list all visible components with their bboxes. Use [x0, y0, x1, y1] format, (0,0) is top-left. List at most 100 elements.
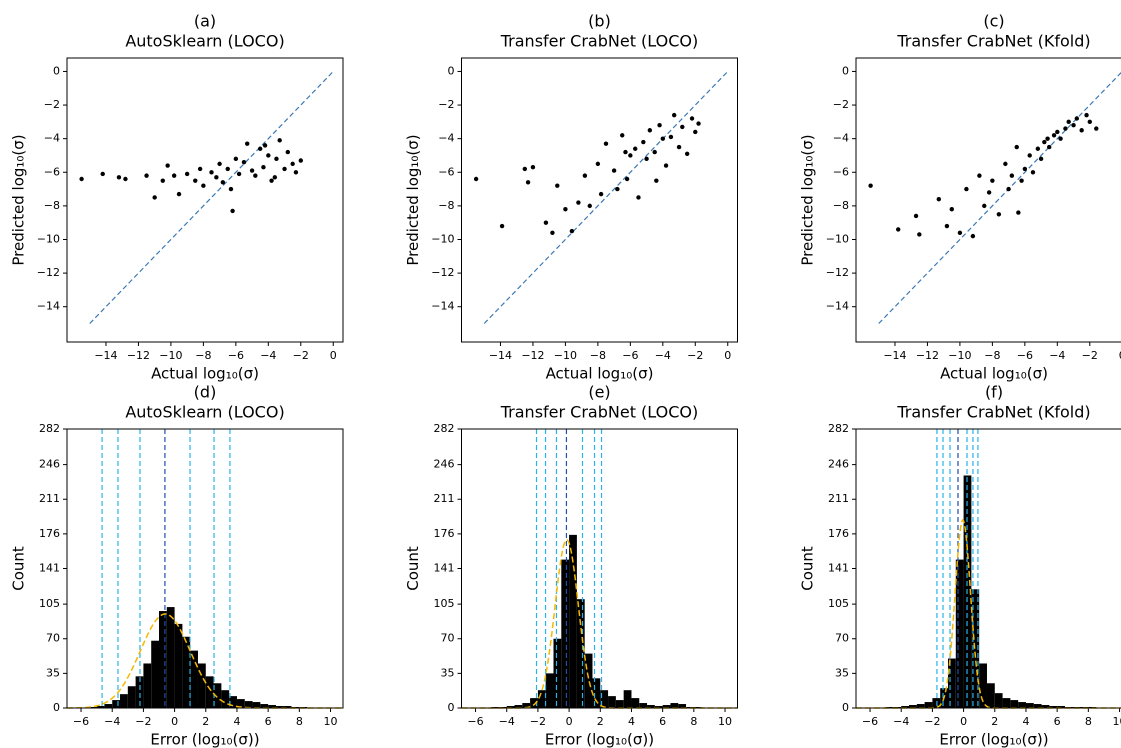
point — [1071, 123, 1076, 128]
point — [1016, 210, 1021, 215]
bar — [1018, 702, 1026, 708]
bar — [979, 663, 987, 708]
point — [652, 149, 657, 155]
panel: (a)AutoSklearn (LOCO) Actual log₁₀(σ) Pred… — [10, 12, 344, 383]
x-tick-label: −14 — [489, 349, 512, 362]
bar — [623, 690, 632, 708]
point — [641, 139, 646, 145]
chart-title: AutoSklearn (LOCO) — [125, 32, 284, 51]
x-tick-label: −6 — [228, 349, 244, 362]
point — [1087, 119, 1092, 125]
point — [193, 178, 198, 183]
bar — [631, 698, 640, 708]
point — [689, 116, 695, 121]
x-axis-label: Actual log₁₀(σ) — [151, 365, 259, 383]
point — [1079, 128, 1084, 133]
bar — [244, 701, 253, 708]
bar — [205, 676, 214, 708]
y-tick-label: −14 — [431, 300, 454, 313]
bar — [576, 599, 585, 708]
bar — [221, 690, 230, 708]
plot-frame — [66, 428, 344, 709]
x-tick-label: −4 — [104, 715, 120, 728]
y-axis-label: Predicted log₁₀(σ) — [404, 134, 422, 265]
bar — [537, 690, 546, 708]
point — [623, 149, 628, 155]
x-tick-label: 2 — [597, 715, 604, 728]
point — [171, 173, 177, 178]
point — [249, 168, 255, 173]
point — [913, 213, 919, 219]
point — [615, 186, 620, 192]
point — [569, 228, 575, 234]
bar — [600, 690, 609, 708]
x-tick-label: −4 — [893, 715, 909, 728]
y-tick-label: 211 — [39, 492, 60, 505]
point — [944, 223, 950, 229]
x-tick-label: 0 — [1119, 349, 1121, 362]
point — [668, 134, 674, 140]
bar — [135, 676, 144, 708]
y-tick-label: −2 — [44, 98, 60, 111]
x-tick-label: −14 — [883, 349, 906, 362]
point — [160, 178, 165, 183]
bar — [592, 678, 601, 708]
panel-label: (d) — [194, 383, 217, 402]
bar — [569, 534, 577, 708]
y-tick-label: −14 — [826, 300, 849, 313]
bar — [190, 650, 198, 708]
x-tick-label: −6 — [622, 349, 638, 362]
bar — [553, 638, 562, 708]
point — [266, 153, 271, 158]
y-tick-label: 0 — [53, 701, 60, 714]
x-tick-label: −6 — [862, 715, 878, 728]
plot-frame — [461, 57, 738, 343]
point — [587, 203, 592, 209]
panel-label: (a) — [194, 12, 216, 31]
x-axis-label: Error (log₁₀(σ)) — [545, 731, 654, 748]
bar — [166, 607, 175, 708]
y-tick-label: −2 — [833, 98, 849, 111]
plot-frame — [855, 57, 1121, 343]
point — [660, 136, 666, 141]
point — [1051, 133, 1057, 138]
point — [550, 230, 555, 235]
y-tick-label: 105 — [828, 597, 849, 610]
point — [657, 123, 662, 128]
bar — [615, 700, 624, 708]
point — [671, 112, 677, 118]
gaussian-fit — [66, 613, 343, 709]
bar — [901, 706, 910, 708]
y-tick-label: 35 — [835, 666, 849, 679]
bar — [213, 683, 222, 708]
point — [970, 233, 976, 239]
y-tick-label: 141 — [434, 562, 455, 575]
y-axis-label: Count — [799, 546, 817, 591]
y-tick-label: 176 — [39, 527, 60, 540]
chart-title: AutoSklearn (LOCO) — [125, 403, 284, 422]
point — [525, 180, 531, 185]
x-tick-label: 0 — [724, 349, 731, 362]
bar — [994, 693, 1003, 708]
bar — [197, 663, 206, 708]
x-axis-label: Actual log₁₀(σ) — [940, 365, 1048, 383]
x-tick-label: −10 — [159, 349, 182, 362]
point — [230, 208, 235, 214]
y-tick-label: −10 — [37, 232, 60, 245]
point — [654, 178, 659, 183]
point — [144, 173, 149, 178]
chart-title: Transfer CrabNet (LOCO) — [500, 32, 699, 51]
bar — [1041, 705, 1050, 708]
x-tick-label: 10 — [718, 715, 732, 728]
y-axis-label: Predicted log₁₀(σ) — [799, 134, 817, 265]
point — [986, 190, 992, 195]
point — [1074, 116, 1080, 121]
point — [628, 153, 633, 158]
x-axis-label: Error (log₁₀(σ)) — [939, 731, 1048, 748]
identity-line — [89, 71, 334, 324]
bar — [120, 694, 128, 708]
point — [262, 143, 268, 148]
x-tick-label: 2 — [991, 715, 998, 728]
point — [214, 175, 219, 180]
point — [1014, 144, 1019, 150]
